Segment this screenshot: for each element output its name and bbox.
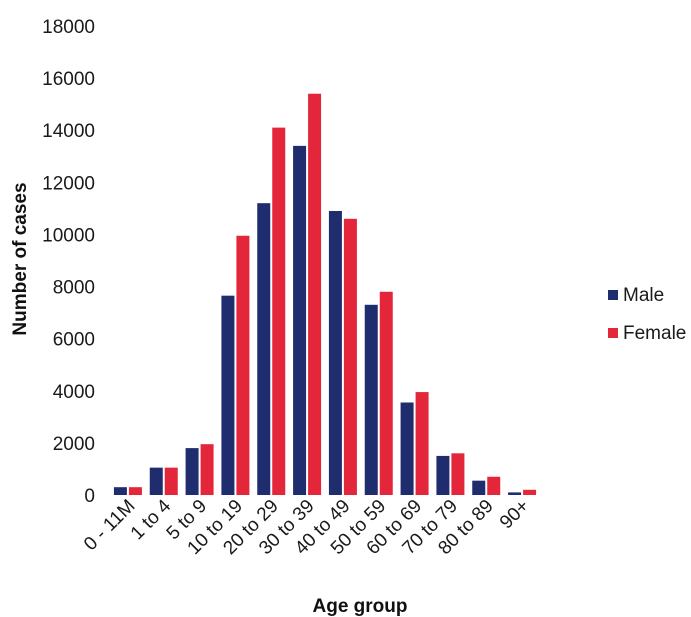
legend-swatch-female <box>608 328 618 338</box>
bar-female-11 <box>523 489 537 495</box>
bar-female-5 <box>308 93 322 495</box>
y-tick-label: 14000 <box>42 121 95 142</box>
bar-female-3 <box>236 235 250 495</box>
y-tick-label: 0 <box>84 486 95 507</box>
y-tick-label: 18000 <box>42 17 95 38</box>
legend-label-male: Male <box>623 285 664 306</box>
bar-male-0 <box>113 487 127 495</box>
bar-female-7 <box>379 291 393 495</box>
y-tick-label: 8000 <box>53 278 95 299</box>
x-tick-label: 1 to 4 <box>127 495 176 544</box>
legend-label-female: Female <box>623 323 686 344</box>
bar-male-7 <box>364 304 378 495</box>
legend-swatch-male <box>608 290 618 300</box>
bar-female-8 <box>415 392 429 495</box>
bars <box>113 93 537 496</box>
bar-female-9 <box>451 453 465 495</box>
bar-female-6 <box>343 218 357 496</box>
bar-female-1 <box>164 467 178 495</box>
bar-male-4 <box>257 203 271 495</box>
y-axis-title: Number of cases <box>10 182 31 335</box>
y-axis-ticks: 0 2000 4000 6000 8000 10000 12000 14000 16000 180… <box>42 17 95 507</box>
bar-male-11 <box>508 492 522 495</box>
bar-male-6 <box>328 210 342 495</box>
bar-female-10 <box>487 476 501 495</box>
y-tick-label: 2000 <box>53 434 95 455</box>
bar-female-0 <box>128 487 142 495</box>
bar-male-2 <box>185 448 199 495</box>
y-tick-label: 4000 <box>53 382 95 403</box>
legend: Male Female <box>608 285 686 344</box>
bar-female-2 <box>200 444 214 495</box>
x-axis-title: Age group <box>313 596 408 617</box>
y-tick-label: 6000 <box>53 330 95 351</box>
bar-male-1 <box>149 467 163 495</box>
bar-male-8 <box>400 402 414 495</box>
y-tick-label: 10000 <box>42 225 95 246</box>
x-tick-label: 90+ <box>496 496 534 534</box>
bar-female-4 <box>272 127 286 495</box>
y-tick-label: 12000 <box>42 173 95 194</box>
y-tick-label: 16000 <box>42 69 95 90</box>
bar-male-10 <box>472 480 486 495</box>
bar-male-9 <box>436 455 450 495</box>
bar-male-5 <box>293 145 307 495</box>
bar-male-3 <box>221 295 235 495</box>
